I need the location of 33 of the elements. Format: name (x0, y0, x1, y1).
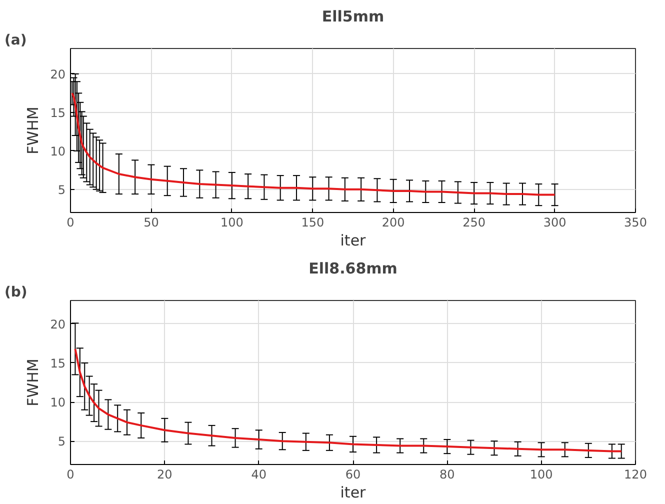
x-tick-label: 200 (382, 216, 405, 230)
text: (a) (4, 32, 27, 48)
x-tick-label: 300 (543, 216, 566, 230)
x-axis-title: iter (340, 232, 367, 250)
x-tick-label: 350 (624, 216, 647, 230)
chart-title: Ell5mm (322, 8, 384, 26)
x-tick-label: 20 (157, 468, 172, 482)
x-tick-label: 40 (251, 468, 266, 482)
line-series (74, 348, 622, 452)
y-tick-label: 10 (50, 396, 66, 410)
y-tick-label: 20 (50, 317, 66, 332)
line-series (71, 92, 556, 196)
x-tick-label: 80 (440, 468, 455, 482)
y-tick-label: 15 (50, 356, 66, 370)
y-tick-label: 15 (50, 106, 66, 120)
x-axis-title: iter (340, 484, 367, 502)
x-tick-label: 60 (345, 468, 361, 482)
x-tick-label: 50 (144, 216, 159, 230)
y-tick-label: 5 (58, 434, 66, 449)
x-tick-label: 100 (220, 216, 244, 230)
y-tick-label: 20 (50, 67, 66, 82)
x-tick-label: 250 (462, 216, 486, 230)
x-tick-label: 150 (301, 216, 324, 230)
x-tick-label: 0 (66, 216, 74, 230)
x-tick-label: 100 (530, 468, 553, 482)
y-axis-title: FWHM (24, 358, 42, 406)
x-tick-label: 0 (66, 468, 74, 482)
text: (b) (4, 284, 28, 300)
x-tick-label: 120 (624, 468, 647, 482)
y-tick-label: 10 (50, 144, 66, 158)
y-tick-label: 5 (58, 182, 66, 197)
chart-title: Ell8.68mm (308, 260, 398, 278)
y-axis-title: FWHM (24, 106, 42, 154)
